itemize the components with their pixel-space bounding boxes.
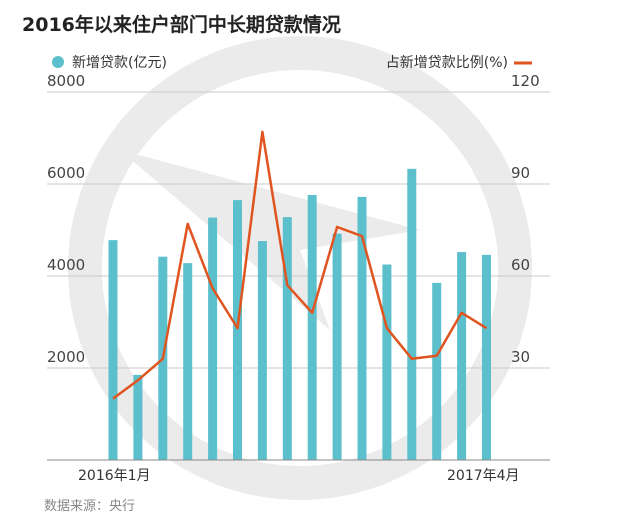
x-tick-first: 2016年1月	[78, 468, 151, 484]
legend-bar-marker	[52, 56, 64, 68]
legend-line-label: 占新增贷款比例(%)	[386, 55, 508, 71]
bar	[233, 200, 242, 460]
y-right-tick-label: 30	[511, 348, 530, 366]
y-left-tick-label: 2000	[47, 348, 85, 366]
ratio-line	[112, 130, 488, 400]
y-axis-left: 2000 4000 6000 8000	[47, 72, 85, 366]
bar	[282, 217, 292, 460]
bar	[357, 196, 367, 460]
bar	[457, 252, 467, 460]
bar	[407, 168, 417, 460]
y-left-tick-label: 6000	[47, 164, 85, 182]
bar	[108, 240, 118, 460]
bar	[432, 282, 442, 460]
line-series	[112, 130, 488, 400]
bar	[208, 217, 218, 460]
legend: 新增贷款(亿元) 占新增贷款比例(%)	[52, 55, 532, 71]
y-right-tick-label: 120	[511, 72, 540, 90]
bar	[307, 195, 317, 461]
x-tick-last: 2017年4月	[447, 468, 520, 484]
bar	[257, 241, 267, 460]
bar-series	[108, 168, 491, 461]
source-note: 数据来源：央行	[44, 499, 135, 514]
y-right-tick-label: 60	[511, 256, 530, 274]
bar	[183, 263, 193, 460]
bar	[482, 254, 491, 460]
chart-title: 2016年以来住户部门中长期贷款情况	[22, 13, 341, 36]
y-right-tick-label: 90	[511, 164, 530, 182]
legend-bar-label: 新增贷款(亿元)	[72, 55, 167, 71]
gridlines	[47, 91, 550, 369]
watermark	[68, 36, 532, 500]
bar	[133, 374, 143, 460]
y-left-tick-label: 4000	[47, 256, 85, 274]
bar	[382, 264, 392, 460]
y-left-tick-label: 8000	[47, 72, 85, 90]
bar	[332, 233, 342, 460]
y-axis-right: 30 60 90 120	[511, 72, 540, 366]
